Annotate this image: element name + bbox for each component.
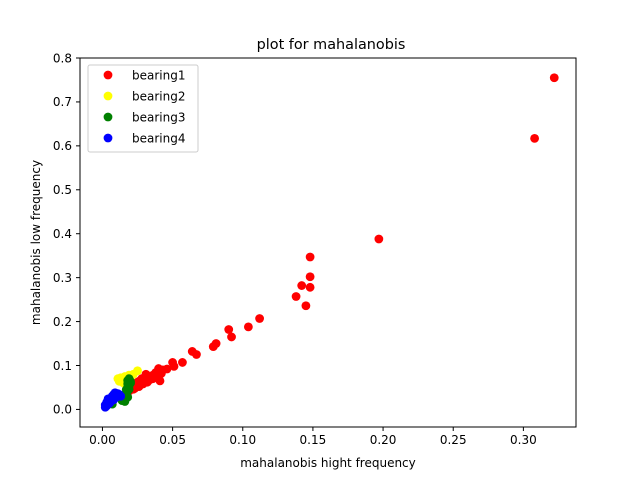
x-tick-label: 0.20	[370, 433, 397, 447]
data-point-bearing1	[227, 332, 236, 342]
y-tick-label: 0.3	[53, 271, 72, 285]
data-point-bearing1	[243, 322, 253, 332]
data-point-bearing1	[134, 376, 144, 386]
plot-marks	[100, 73, 559, 412]
data-point-bearing1	[301, 301, 311, 311]
y-tick-label: 0.4	[53, 227, 72, 241]
x-tick-label: 0.30	[510, 433, 537, 447]
data-point-bearing1	[224, 325, 234, 334]
y-tick-label: 0.5	[53, 183, 72, 197]
legend-label-bearing2: bearing2	[132, 89, 185, 103]
legend-marker-bearing3	[103, 112, 113, 122]
data-point-bearing4	[110, 388, 120, 398]
data-point-bearing1	[305, 282, 315, 292]
legend: bearing1 bearing2 bearing3 bearing4	[87, 64, 199, 153]
legend-label-bearing1: bearing1	[132, 68, 185, 82]
x-axis: 0.00 0.05 0.10 0.15 0.20 0.25 0.30	[89, 427, 537, 447]
data-point-bearing1	[374, 234, 384, 244]
x-tick-label: 0.05	[159, 433, 186, 447]
legend-label-bearing4: bearing4	[132, 131, 185, 145]
data-point-bearing1	[297, 281, 307, 290]
data-point-bearing1	[255, 314, 264, 323]
y-tick-label: 0.0	[53, 403, 72, 417]
data-point-bearing1	[208, 342, 218, 352]
y-axis: 0.0 0.1 0.2 0.3 0.4 0.5 0.6 0.7 0.8	[53, 51, 80, 417]
y-tick-label: 0.2	[53, 315, 72, 329]
legend-label-bearing3: bearing3	[132, 110, 185, 124]
y-tick-label: 0.6	[53, 139, 72, 153]
legend-box	[87, 64, 199, 153]
data-point-bearing4	[105, 398, 114, 408]
data-point-bearing1	[156, 369, 166, 378]
data-point-bearing1	[291, 292, 301, 301]
x-tick-label: 0.10	[229, 433, 256, 447]
data-point-bearing3	[121, 385, 131, 395]
x-tick-label: 0.00	[89, 433, 116, 447]
plot-area-frame	[79, 57, 577, 428]
y-tick-label: 0.7	[53, 95, 72, 109]
data-point-bearing1	[305, 252, 315, 262]
chart-title: plot for mahalanobis	[257, 37, 406, 53]
legend-marker-bearing4	[103, 133, 113, 143]
data-point-bearing1	[549, 73, 559, 83]
x-tick-label: 0.15	[300, 433, 327, 447]
data-point-bearing1	[305, 272, 315, 282]
x-tick-label: 0.25	[440, 433, 467, 447]
data-point-bearing1	[187, 347, 197, 356]
data-point-bearing1	[530, 133, 540, 143]
x-axis-label: mahalanobis hight frequency	[240, 456, 416, 470]
y-tick-label: 0.1	[53, 359, 72, 373]
legend-marker-bearing1	[103, 70, 113, 80]
data-point-bearing1	[169, 361, 179, 371]
legend-marker-bearing2	[103, 91, 113, 101]
y-axis-label: mahalanobis low frequency	[29, 160, 43, 325]
data-point-bearing1	[178, 358, 187, 367]
y-tick-label: 0.8	[53, 51, 72, 65]
data-point-bearing3	[126, 376, 135, 386]
